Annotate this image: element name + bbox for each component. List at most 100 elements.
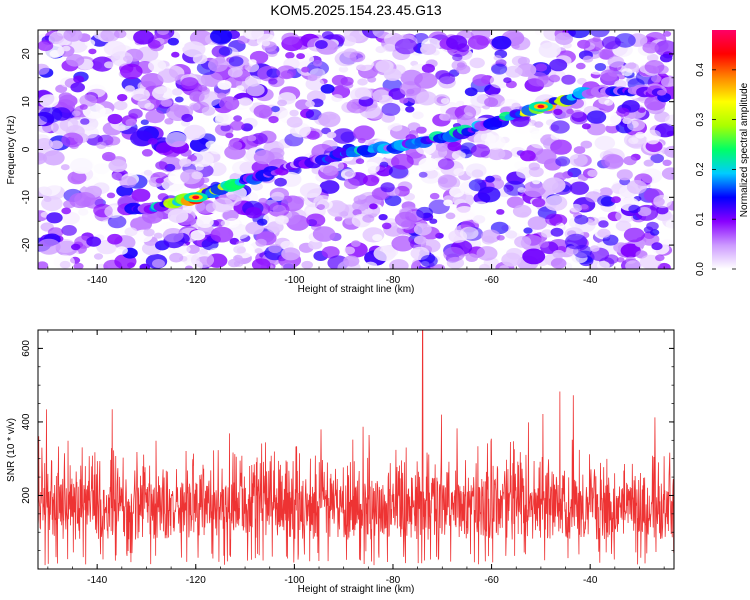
noise-blob	[623, 227, 645, 243]
noise-blob	[245, 207, 262, 219]
noise-blob	[169, 252, 184, 263]
noise-blob	[210, 30, 233, 44]
noise-blob	[635, 131, 645, 139]
noise-blob	[552, 249, 565, 259]
noise-blob	[194, 164, 204, 171]
noise-blob	[61, 207, 72, 215]
noise-blob	[429, 218, 438, 224]
y-tick-label: 600	[21, 340, 32, 357]
noise-blob	[599, 187, 613, 197]
noise-blob	[520, 150, 536, 162]
noise-blob	[481, 235, 495, 245]
noise-blob	[493, 55, 502, 61]
noise-blob	[442, 113, 454, 122]
noise-blob	[437, 158, 455, 170]
noise-blob	[257, 218, 268, 226]
noise-blob	[99, 107, 113, 117]
noise-blob	[541, 229, 554, 238]
noise-blob	[106, 192, 116, 199]
noise-blob	[601, 36, 621, 50]
noise-blob	[312, 226, 336, 242]
noise-blob	[420, 43, 437, 56]
noise-blob	[456, 43, 470, 53]
noise-blob	[366, 107, 384, 120]
noise-blob	[354, 87, 373, 100]
noise-blob	[581, 123, 591, 130]
noise-blob	[586, 110, 607, 124]
noise-blob	[550, 227, 564, 237]
noise-blob	[153, 232, 163, 239]
noise-blob	[561, 74, 576, 85]
noise-blob	[183, 124, 206, 141]
noise-blob	[65, 54, 85, 67]
noise-blob	[93, 253, 104, 260]
noise-blob	[381, 102, 401, 116]
noise-blob	[655, 254, 665, 262]
noise-blob	[651, 242, 663, 251]
noise-blob	[610, 196, 621, 204]
noise-blob	[131, 188, 151, 202]
noise-blob	[201, 238, 219, 251]
noise-blob	[55, 239, 76, 253]
noise-blob	[200, 177, 210, 184]
noise-blob	[657, 262, 671, 269]
noise-blob	[341, 168, 356, 179]
noise-blob	[650, 153, 664, 164]
colorbar-tick-label: 0.0	[695, 262, 706, 276]
snr-panel: -140 -120 -100 -80 -60 -40 200 400 600 Height of…	[6, 329, 675, 595]
noise-blob	[661, 167, 674, 180]
noise-blob	[258, 197, 268, 205]
noise-blob	[362, 174, 380, 187]
noise-blob	[616, 257, 625, 263]
noise-blob	[125, 118, 137, 127]
noise-blob	[628, 137, 639, 145]
noise-blob	[550, 139, 572, 155]
noise-blob	[218, 96, 240, 111]
noise-blob	[275, 215, 289, 225]
noise-blob	[308, 239, 323, 250]
noise-blob	[74, 192, 96, 207]
noise-blob	[88, 48, 97, 55]
colorbar-ticks: 0.0 0.1 0.2 0.3 0.4	[695, 62, 736, 276]
noise-blob	[599, 49, 614, 60]
noise-blob	[577, 39, 591, 49]
noise-blob	[39, 94, 59, 108]
x-tick-label: -40	[583, 275, 598, 286]
noise-blob	[534, 121, 544, 128]
noise-blob	[143, 169, 153, 176]
noise-blob	[656, 205, 669, 215]
noise-blob	[607, 56, 625, 68]
noise-blob	[139, 263, 151, 269]
noise-blob	[181, 113, 194, 123]
noise-blob	[116, 125, 126, 132]
noise-blob	[391, 235, 415, 252]
noise-blob	[164, 118, 174, 125]
noise-blob	[477, 186, 501, 203]
noise-blob	[664, 114, 674, 127]
noise-blob	[513, 161, 527, 170]
noise-blob	[255, 238, 267, 247]
noise-blob	[456, 100, 465, 107]
noise-blob	[335, 190, 348, 199]
snr-frame	[37, 329, 675, 570]
colorbar-scale	[712, 30, 736, 269]
y-tick-label: 0	[21, 146, 32, 152]
noise-blob	[131, 88, 150, 102]
noise-blob	[535, 63, 548, 72]
noise-blob	[38, 40, 54, 52]
noise-blob	[198, 91, 221, 107]
y-tick-label: 20	[21, 48, 32, 60]
x-tick-label: -120	[186, 575, 206, 586]
noise-blob	[180, 77, 199, 90]
noise-blob	[79, 94, 98, 107]
noise-blob	[616, 107, 630, 117]
noise-blob	[78, 208, 89, 216]
noise-blob	[162, 228, 184, 243]
noise-blob	[103, 259, 122, 269]
noise-blob	[82, 102, 106, 119]
noise-blob	[662, 31, 672, 37]
noise-blob	[79, 104, 88, 110]
noise-blob	[104, 154, 113, 161]
noise-blob	[622, 117, 632, 125]
noise-blob	[217, 80, 232, 90]
